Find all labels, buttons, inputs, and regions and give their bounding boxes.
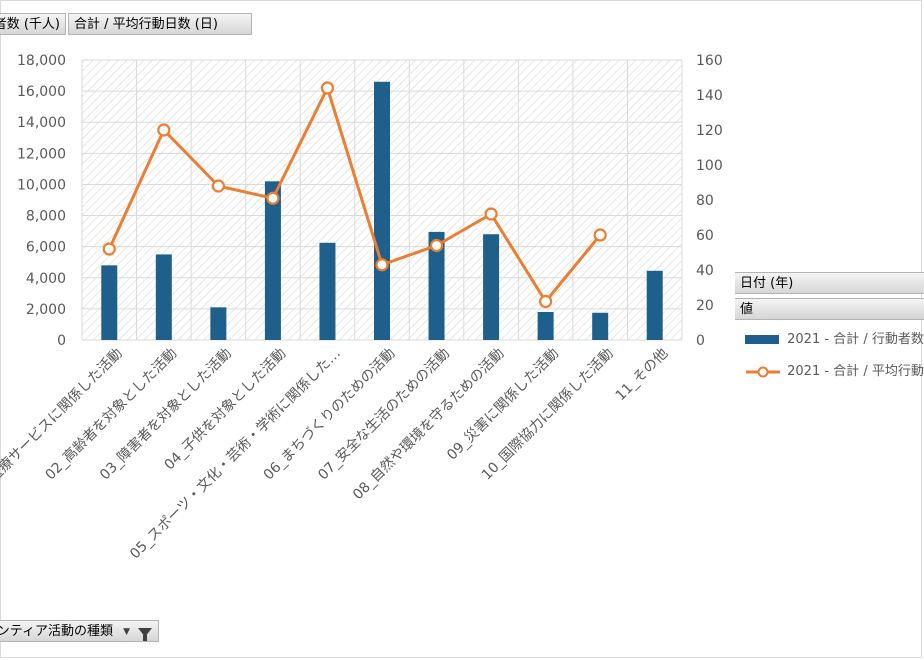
right-axis-tick-label: 100 bbox=[696, 158, 723, 174]
right-axis-tick-label: 80 bbox=[696, 193, 714, 209]
line-point bbox=[593, 228, 607, 242]
bar-series bbox=[101, 81, 663, 341]
line-point bbox=[484, 207, 498, 221]
right-axis-tick-label: 120 bbox=[696, 123, 723, 139]
left-axis-tick-label: 0 bbox=[57, 333, 66, 349]
left-axis-tick-label: 4,000 bbox=[26, 271, 66, 287]
axis-field-label: ボランティア活動の種類 bbox=[0, 624, 113, 639]
category-axis-labels: 01_健康や医療サービスに関係した活動02_高齢者を対象とした活動03_障害者を… bbox=[0, 345, 671, 562]
right-axis-tick-label: 40 bbox=[696, 263, 714, 279]
line-point bbox=[266, 191, 280, 205]
left-axis-tick-label: 14,000 bbox=[17, 115, 66, 131]
dropdown-icon[interactable]: ▼ bbox=[123, 627, 131, 637]
legend-line-swatch bbox=[746, 366, 780, 377]
left-axis-tick-labels: 0 2,000 4,000 6,000 8,000 10,000 12,000 14,000 1… bbox=[17, 53, 66, 349]
left-axis-tick-label: 2,000 bbox=[26, 302, 66, 318]
legend-bar-swatch bbox=[745, 335, 779, 344]
bar bbox=[210, 307, 227, 340]
legend-values-header: 値 bbox=[735, 298, 924, 320]
left-axis-tick-label: 18,000 bbox=[17, 53, 66, 69]
values-field-label-count: 行動者数 (千人) bbox=[0, 17, 60, 32]
left-axis-tick-label: 16,000 bbox=[17, 84, 66, 100]
left-axis-tick-label: 10,000 bbox=[17, 177, 66, 193]
bar bbox=[101, 265, 118, 340]
legend-column-header-label: 日付 (年) bbox=[740, 276, 794, 291]
right-axis-tick-labels: 0 20 40 60 80 100 120 140 160 bbox=[696, 53, 723, 349]
line-point bbox=[102, 242, 116, 256]
line-point bbox=[429, 238, 444, 253]
right-axis-tick-label: 0 bbox=[696, 333, 705, 349]
legend-column-header[interactable]: 日付 (年) bbox=[735, 272, 924, 294]
right-axis-tick-label: 140 bbox=[696, 88, 723, 104]
values-field-button-days[interactable]: 合計 / 平均行動日数 (日) bbox=[68, 13, 252, 35]
values-field-button-count[interactable]: 行動者数 (千人) bbox=[0, 13, 66, 35]
line-point bbox=[320, 81, 335, 95]
category-label: 05_スポーツ・文化・芸術・学術に関係した… bbox=[127, 346, 344, 563]
line-series bbox=[102, 81, 607, 309]
line-point bbox=[211, 179, 225, 193]
bar bbox=[374, 81, 390, 341]
bar bbox=[428, 231, 445, 340]
right-axis-tick-label: 20 bbox=[696, 298, 714, 314]
series-line bbox=[107, 86, 602, 303]
category-label: 09_災害に関係した活動 bbox=[444, 346, 562, 464]
legend-series2-label: 2021 - 合計 / 平均行動日数 (日) bbox=[787, 364, 924, 379]
bar bbox=[264, 181, 281, 340]
category-label: 11_その他 bbox=[613, 346, 672, 405]
left-axis-tick-label: 12,000 bbox=[17, 146, 66, 162]
left-axis-tick-label: 8,000 bbox=[26, 209, 66, 225]
legend-item-series2[interactable]: 2021 - 合計 / 平均行動日数 (日) bbox=[745, 361, 924, 383]
axis-field-button[interactable]: ボランティア活動の種類 ▼ bbox=[0, 620, 159, 642]
bar bbox=[483, 234, 500, 340]
line-point bbox=[539, 294, 553, 309]
filter-icon[interactable] bbox=[138, 627, 153, 641]
legend-values-header-label: 値 bbox=[740, 302, 754, 317]
right-axis-tick-label: 160 bbox=[696, 53, 723, 69]
bar bbox=[319, 242, 336, 340]
line-point bbox=[157, 123, 171, 137]
bar bbox=[646, 270, 663, 340]
legend-item-series1[interactable]: 2021 - 合計 / 行動者数 (千人) bbox=[745, 329, 924, 351]
values-field-label-days: 合計 / 平均行動日数 (日) bbox=[74, 17, 218, 32]
legend-series1-label: 2021 - 合計 / 行動者数 (千人) bbox=[787, 332, 924, 347]
category-label: 01_健康や医療サービスに関係した活動 bbox=[0, 345, 126, 533]
bar bbox=[537, 312, 554, 340]
bar bbox=[155, 254, 172, 340]
line-point bbox=[375, 258, 389, 272]
bar bbox=[592, 312, 609, 340]
right-axis-tick-label: 60 bbox=[696, 228, 714, 244]
left-axis-tick-label: 6,000 bbox=[26, 240, 66, 256]
